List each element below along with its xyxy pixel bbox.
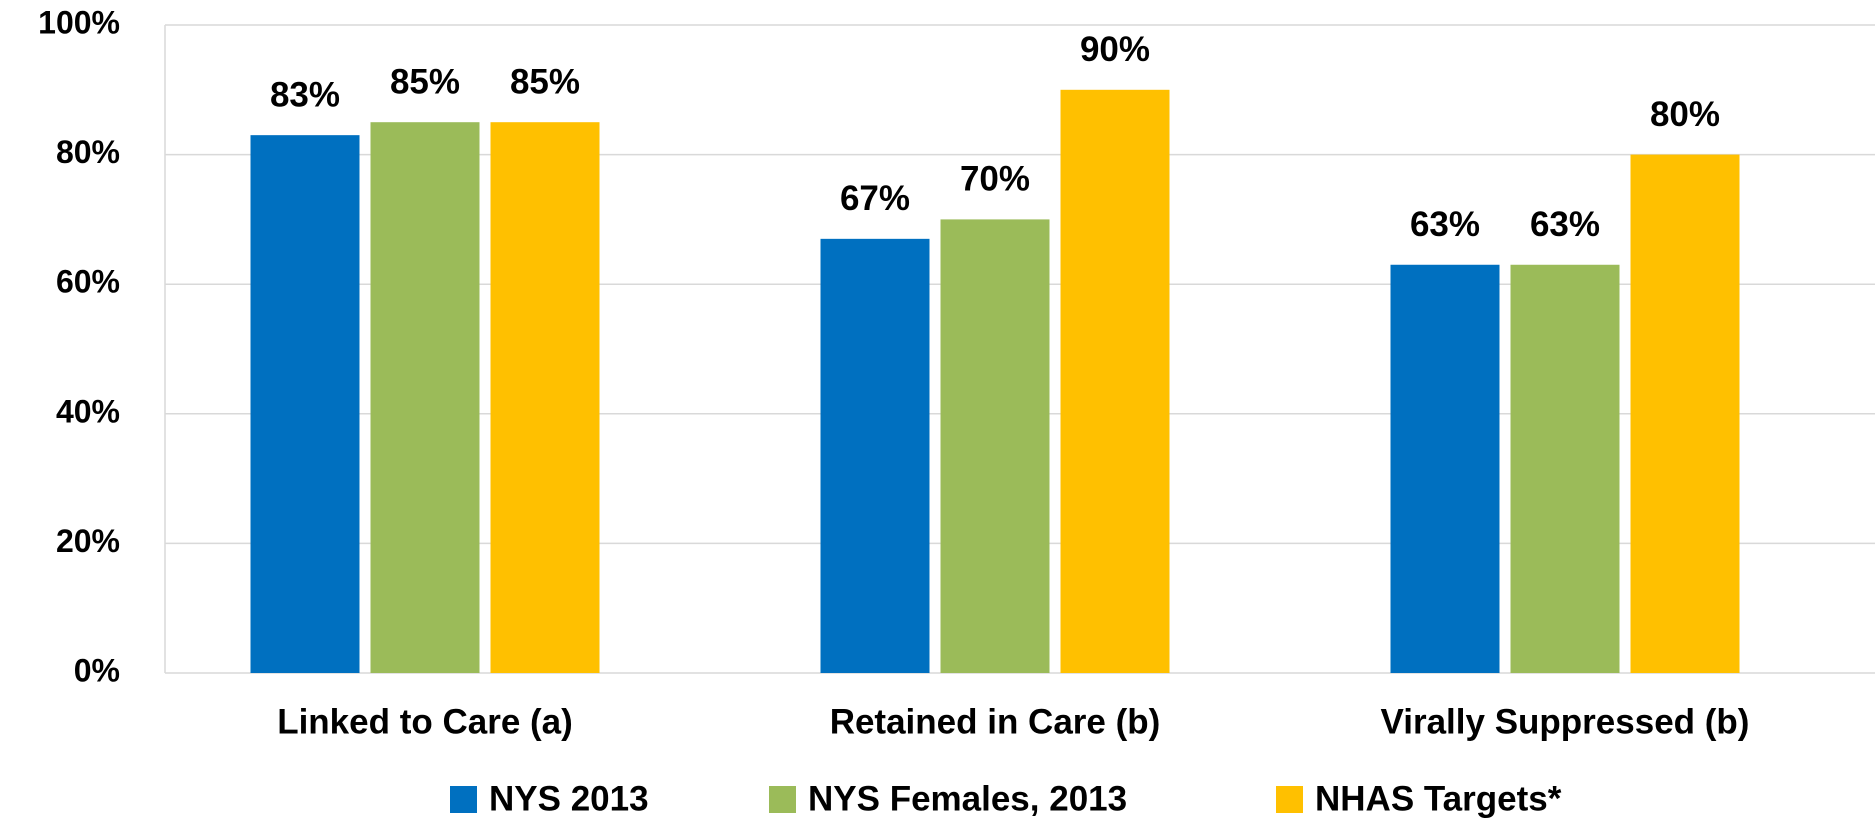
bar	[490, 122, 600, 673]
bar	[1630, 154, 1740, 674]
x-tick-label: Retained in Care (b)	[830, 702, 1161, 741]
value-label: 80%	[1650, 95, 1720, 134]
value-label: 85%	[510, 62, 580, 101]
y-tick-label: 40%	[56, 393, 120, 429]
x-tick-label: Linked to Care (a)	[277, 702, 573, 741]
value-label: 90%	[1080, 30, 1150, 69]
bar	[250, 135, 360, 673]
value-label: 67%	[840, 179, 910, 218]
x-tick-label: Virally Suppressed (b)	[1381, 702, 1750, 741]
legend-swatch	[1276, 786, 1303, 813]
legend-label: NYS Females, 2013	[808, 779, 1127, 818]
legend-label: NYS 2013	[489, 779, 649, 818]
value-label: 63%	[1410, 205, 1480, 244]
legend-swatch	[769, 786, 796, 813]
bar	[370, 122, 480, 673]
y-tick-label: 60%	[56, 264, 120, 300]
legend-swatch	[450, 786, 477, 813]
value-label: 70%	[960, 160, 1030, 199]
value-label: 63%	[1530, 205, 1600, 244]
y-tick-label: 20%	[56, 523, 120, 559]
y-tick-label: 100%	[38, 4, 120, 40]
value-label: 83%	[270, 75, 340, 114]
y-tick-label: 80%	[56, 134, 120, 170]
bar	[1390, 264, 1500, 673]
bar	[1060, 89, 1170, 674]
y-tick-label: 0%	[74, 652, 120, 688]
bar	[940, 219, 1050, 673]
value-label: 85%	[390, 62, 460, 101]
legend-label: NHAS Targets*	[1315, 779, 1562, 818]
bar	[820, 238, 930, 673]
bar	[1510, 264, 1620, 673]
